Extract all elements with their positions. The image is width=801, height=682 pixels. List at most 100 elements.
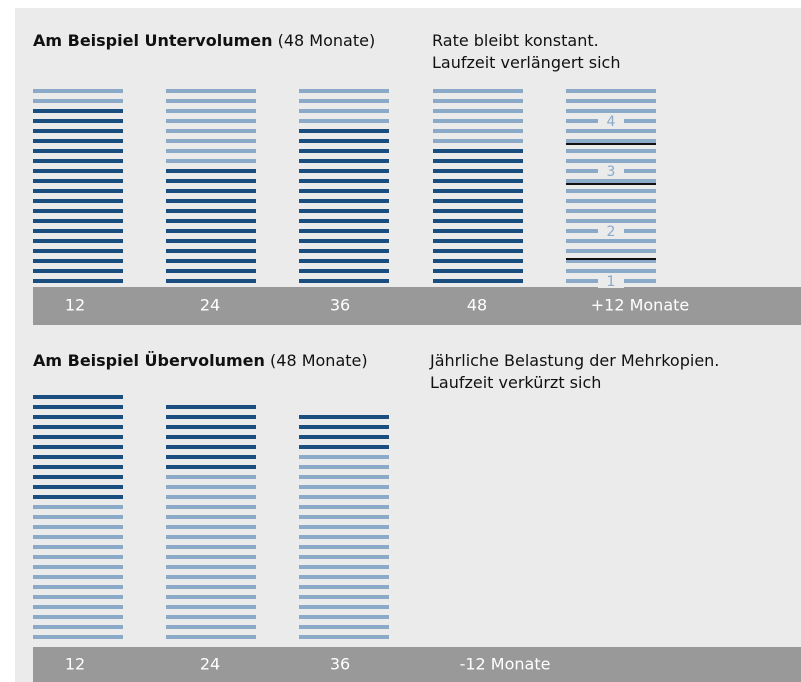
stripe — [299, 495, 389, 499]
stripe — [166, 239, 256, 243]
stripe — [33, 555, 123, 559]
stripe-segment — [299, 89, 389, 123]
stripe — [166, 575, 256, 579]
note-line: Laufzeit verkürzt sich — [430, 373, 601, 392]
title-bold: Am Beispiel Übervolumen — [33, 351, 265, 370]
stripe — [433, 199, 523, 203]
stripe — [33, 455, 123, 459]
stripe — [33, 485, 123, 489]
stripe — [33, 239, 123, 243]
stripe — [299, 575, 389, 579]
stripe — [166, 445, 256, 449]
stripe — [299, 149, 389, 153]
stripe — [433, 159, 523, 163]
stripe — [299, 269, 389, 273]
stripe — [566, 139, 656, 143]
stripe — [33, 635, 123, 639]
stripe — [166, 259, 256, 263]
stripe — [166, 455, 256, 459]
stripe — [299, 239, 389, 243]
stripe — [299, 119, 389, 123]
column-label: -12 Monate — [460, 655, 551, 674]
stripe — [166, 595, 256, 599]
marker-bg — [598, 274, 624, 288]
column-label: 36 — [330, 296, 350, 315]
stripe — [566, 249, 656, 253]
stripe — [433, 99, 523, 103]
stripe — [166, 249, 256, 253]
stripe-segment — [33, 395, 123, 499]
stripe — [33, 505, 123, 509]
stripe — [433, 169, 523, 173]
stripe — [433, 189, 523, 193]
stripe-segment — [33, 89, 123, 103]
stripe — [33, 229, 123, 233]
stripe — [33, 435, 123, 439]
stripe — [33, 535, 123, 539]
title-rest: (48 Monate) — [278, 31, 376, 50]
stripe — [33, 475, 123, 479]
stripe — [433, 119, 523, 123]
stripe — [299, 595, 389, 599]
stripe — [299, 525, 389, 529]
stripe — [166, 89, 256, 93]
stripe — [566, 199, 656, 203]
stripe — [33, 179, 123, 183]
stripe — [166, 465, 256, 469]
stripe — [299, 199, 389, 203]
column-label: 48 — [467, 296, 487, 315]
stripe — [33, 615, 123, 619]
stripe — [166, 269, 256, 273]
stripe-segment — [33, 109, 123, 283]
stripe — [299, 219, 389, 223]
stripe — [33, 405, 123, 409]
marker-label: 2 — [607, 224, 616, 240]
marker-bg — [598, 164, 624, 178]
stripe — [166, 495, 256, 499]
stripe — [166, 279, 256, 283]
stripe — [299, 485, 389, 489]
stripe — [166, 545, 256, 549]
stripe — [33, 495, 123, 499]
stripe — [33, 565, 123, 569]
stripe — [33, 269, 123, 273]
stripe — [33, 465, 123, 469]
stripe — [299, 99, 389, 103]
stripe — [33, 159, 123, 163]
marker-bg — [598, 224, 624, 238]
stripe — [299, 249, 389, 253]
stripe — [166, 565, 256, 569]
stripe — [33, 279, 123, 283]
note-line: Laufzeit verlängert sich — [432, 53, 620, 72]
column-label: 24 — [200, 296, 220, 315]
stripe — [33, 99, 123, 103]
background — [15, 8, 801, 682]
stripe — [566, 109, 656, 113]
note-line: Jährliche Belastung der Mehrkopien. — [429, 351, 719, 370]
stripe — [299, 545, 389, 549]
column-label: 24 — [200, 655, 220, 674]
stripe — [33, 149, 123, 153]
stripe — [566, 189, 656, 193]
stripe — [299, 209, 389, 213]
stripe — [566, 89, 656, 93]
marker-label: 3 — [607, 164, 616, 180]
marker-label: 4 — [607, 114, 616, 130]
stripe — [566, 269, 656, 273]
stripe — [433, 259, 523, 263]
axis-band — [33, 287, 801, 325]
stripe — [166, 475, 256, 479]
stripe — [299, 455, 389, 459]
title-rest: (48 Monate) — [270, 351, 368, 370]
stripe — [33, 109, 123, 113]
stripe-segment — [166, 475, 256, 639]
stripe — [433, 219, 523, 223]
stripe — [33, 129, 123, 133]
stripe — [299, 425, 389, 429]
stripe — [166, 635, 256, 639]
stripe — [33, 219, 123, 223]
stripe — [433, 139, 523, 143]
stripe — [33, 595, 123, 599]
stripe — [433, 109, 523, 113]
